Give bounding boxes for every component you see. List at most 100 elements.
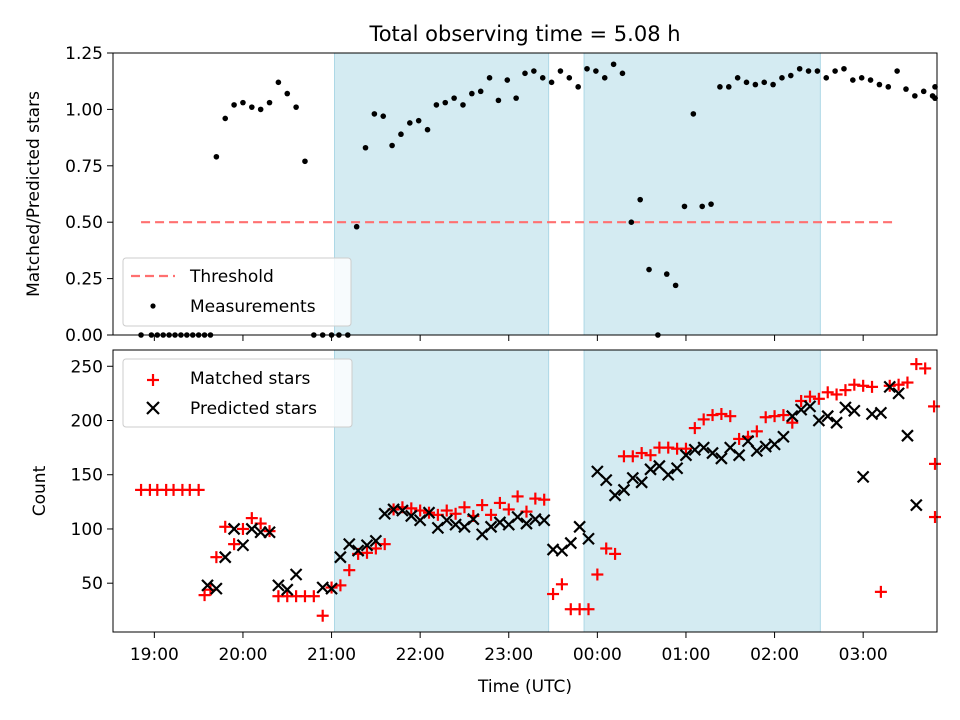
matched-star-point [892,378,905,391]
legend-predicted-label: Predicted stars [190,399,317,419]
matched-star-point [378,538,391,551]
measurement-point [619,70,626,77]
matched-star-point [458,501,471,514]
bottom-y-axis-ticks: 50 100 150 200 250 [71,357,113,594]
measurement-point [779,75,785,81]
matched-stars-points [135,358,941,622]
measurement-point [249,104,255,110]
matched-star-point [839,384,852,397]
measurement-point [752,81,759,88]
predicted-star-point [564,536,578,550]
measurement-point [761,79,768,86]
predicted-star-point [910,498,923,512]
matched-star-point [228,538,241,551]
legend-measurements-label: Measurements [190,297,316,317]
measurement-point [681,203,688,210]
predicted-star-point [520,517,533,530]
predicted-star-point [830,416,843,429]
matched-star-point [476,499,489,512]
measurement-point [876,81,883,88]
predicted-star-point [511,510,524,524]
predicted-star-point [599,473,613,487]
predicted-star-point [493,516,507,529]
top-legend-box [122,257,352,327]
matched-star-point [538,493,551,506]
shaded-region [334,52,550,336]
measurement-point [213,153,220,160]
measurement-point [362,144,369,151]
measurement-point [460,102,466,108]
matched-star-point [192,483,205,496]
measurement-point [932,95,938,101]
measurement-point [593,68,599,74]
predicted-star-point [706,446,719,460]
matched-star-point [369,542,382,555]
measurement-point [575,84,581,90]
measurement-point [222,115,229,122]
x-tick-label: 00:00 [573,645,622,665]
measurement-point [424,126,431,133]
matched-star-point [316,609,329,622]
predicted-star-point [582,532,595,546]
measurement-point [407,120,413,126]
predicted-star-point [741,434,755,448]
predicted-star-point [759,440,772,453]
measurement-point [539,75,546,81]
bottom-legend: Matched stars Predicted stars [122,358,353,428]
matched-star-point [511,490,524,503]
predicted-star-point [360,538,374,552]
x-tick-label: 19:00 [130,645,179,665]
measurement-point [442,99,449,106]
y-tick-label: 1.25 [65,44,103,64]
predicted-star-point [803,400,817,413]
top-x-axis-ticks [153,335,864,341]
y-tick-label: 150 [71,466,103,486]
measurement-point [584,65,590,72]
predicted-star-point [821,409,835,423]
measurement-point [548,79,555,86]
predicted-star-point [325,582,338,595]
predicted-star-point [369,534,383,548]
shaded-region [334,349,550,633]
predicted-star-point [794,403,808,416]
shaded-region [583,52,821,336]
predicted-star-point [901,429,914,442]
predicted-star-point [351,544,365,557]
predicted-star-point [777,430,790,444]
measurement-point [513,95,519,101]
matched-star-point [600,542,613,555]
matched-star-point [910,358,923,371]
matched-star-point [609,547,622,560]
matched-star-point [733,432,746,445]
predicted-star-point [440,514,454,527]
measurement-point [531,68,537,74]
predicted-star-point [227,522,241,536]
bottom-legend-box [122,358,353,428]
measurement-point [566,75,573,81]
measurement-point [699,203,706,210]
matched-star-point [777,409,790,422]
predicted-star-point [422,506,436,519]
measurement-point [717,84,723,90]
matched-star-point [812,392,825,405]
predicted-stars-points [201,380,923,596]
matched-star-point [724,410,737,423]
measurement-point [725,84,732,90]
measurement-point [690,111,697,117]
matched-star-point [334,579,347,592]
predicted-star-point [573,520,586,534]
measurement-point [469,90,475,97]
y-tick-label: 200 [71,412,103,432]
measurement-point [796,65,803,72]
predicted-star-point [608,489,622,502]
measurement-point [284,90,291,97]
legend-threshold-label: Threshold [189,267,274,287]
measurement-point [788,72,794,79]
matched-star-point [236,522,249,535]
measurement-point [858,75,865,81]
measurement-point [398,131,404,138]
predicted-star-point [679,448,693,462]
matched-star-point [644,449,657,462]
y-tick-label: 250 [71,357,103,377]
predicted-star-point [378,507,391,521]
